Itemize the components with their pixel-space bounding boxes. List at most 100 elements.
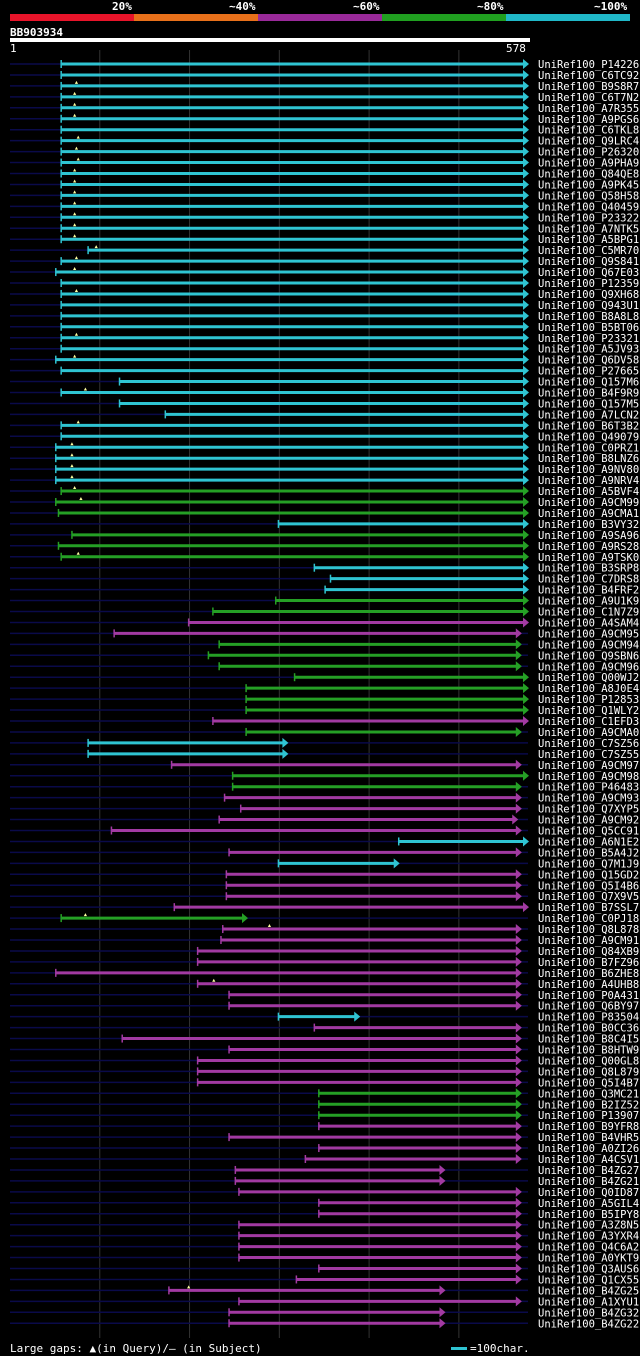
- hit-label: UniRef100_Q9LRC4: [538, 136, 639, 148]
- hit-label: UniRef100_A9CM98: [538, 771, 639, 783]
- hit-label: UniRef100_A4UHB8: [538, 979, 639, 991]
- query-gap-marker: [74, 146, 79, 150]
- query-gap-marker: [73, 168, 77, 172]
- hit-label: UniRef100_A9CMA0: [538, 727, 639, 739]
- hit-label: UniRef100_Q4C6A2: [538, 1242, 639, 1254]
- hit-label: UniRef100_A7R355: [538, 103, 639, 115]
- hit-end-arrow: [523, 551, 529, 562]
- hit-label: UniRef100_C1N7Z9: [538, 607, 639, 619]
- hit-label: UniRef100_B8HTW9: [538, 1045, 639, 1057]
- hit-label: UniRef100_Q00WJ2: [538, 672, 639, 684]
- hit-end-arrow: [515, 1132, 522, 1143]
- hit-end-arrow: [515, 1022, 522, 1033]
- hit-end-arrow: [515, 1033, 522, 1044]
- hit-label: UniRef100_C7DRS8: [538, 574, 639, 586]
- hit-end-arrow: [523, 529, 529, 540]
- hit-end-arrow: [523, 409, 529, 420]
- query-gap-marker: [212, 978, 216, 982]
- hit-end-arrow: [515, 945, 522, 956]
- hit-end-arrow: [515, 880, 522, 891]
- hit-end-arrow: [515, 935, 522, 945]
- hit-label: UniRef100_Q8L878: [538, 924, 639, 936]
- hit-end-arrow: [515, 1197, 522, 1208]
- hit-label: UniRef100_B5A4J2: [538, 847, 639, 859]
- hit-end-arrow: [523, 716, 529, 726]
- query-gap-marker: [76, 157, 80, 161]
- hit-label: UniRef100_A1XYU1: [538, 1296, 639, 1308]
- hit-end-arrow: [515, 1154, 522, 1164]
- hit-label: UniRef100_A5BPG1: [538, 234, 639, 246]
- hit-end-arrow: [523, 705, 529, 716]
- hit-end-arrow: [515, 978, 522, 989]
- hit-end-arrow: [523, 223, 529, 234]
- hit-end-arrow: [523, 179, 529, 190]
- hit-label: UniRef100_Q40459: [538, 201, 639, 213]
- hit-end-arrow: [523, 157, 529, 168]
- hit-label: UniRef100_A9PHA9: [538, 158, 639, 170]
- hit-label: UniRef100_Q5CC91: [538, 826, 639, 838]
- hit-end-arrow: [515, 1252, 522, 1263]
- hit-end-arrow: [523, 278, 529, 288]
- hit-label: UniRef100_C0PJ18: [538, 913, 639, 925]
- hit-end-arrow: [515, 792, 522, 803]
- query-gap-marker: [70, 453, 74, 457]
- hit-end-arrow: [515, 1110, 522, 1121]
- hit-label: UniRef100_A5JV93: [538, 344, 639, 356]
- hit-label: UniRef100_A3YXR4: [538, 1231, 639, 1243]
- hit-label: UniRef100_B9S8R7: [538, 81, 639, 93]
- hit-label: UniRef100_Q00GL8: [538, 1055, 639, 1067]
- hit-label: UniRef100_Q15GD2: [538, 869, 639, 881]
- hit-label: UniRef100_Q0ID87: [538, 1187, 639, 1199]
- hit-end-arrow: [515, 967, 522, 978]
- query-gap-marker: [76, 135, 80, 139]
- hit-label: UniRef100_B7FZ96: [538, 957, 639, 969]
- hit-end-arrow: [523, 431, 529, 442]
- hit-end-arrow: [515, 1000, 522, 1011]
- scale-segment-60: [258, 14, 382, 21]
- hit-label: UniRef100_A9CM97: [538, 760, 639, 772]
- query-gap-marker: [70, 442, 74, 446]
- scale-bar-swatch: [451, 1347, 467, 1350]
- query-gap-marker: [187, 1285, 191, 1289]
- hit-label: UniRef100_Q7XYP5: [538, 804, 639, 816]
- hit-label: UniRef100_C1EFD3: [538, 716, 639, 728]
- hit-end-arrow: [523, 442, 529, 453]
- hit-label: UniRef100_C0PRZ1: [538, 442, 639, 454]
- hit-end-arrow: [523, 453, 529, 464]
- hit-label: UniRef100_Q1WLY2: [538, 705, 639, 717]
- hit-end-arrow: [523, 245, 529, 256]
- query-bar: [10, 38, 530, 42]
- hit-end-arrow: [523, 497, 529, 507]
- hit-label: UniRef100_B4FRF2: [538, 585, 639, 597]
- hit-label: UniRef100_A9CM95: [538, 628, 639, 640]
- hit-end-arrow: [515, 781, 522, 792]
- hit-end-arrow: [439, 1318, 446, 1329]
- hit-end-arrow: [515, 1044, 522, 1055]
- hit-label: UniRef100_Q3MC21: [538, 1088, 639, 1100]
- hit-label: UniRef100_B6ZHE8: [538, 968, 639, 980]
- hit-end-arrow: [523, 201, 529, 212]
- query-gap-marker: [73, 267, 77, 271]
- hit-label: UniRef100_B4ZG27: [538, 1165, 639, 1177]
- query-id: BB903934: [10, 26, 63, 39]
- query-gap-marker: [74, 256, 79, 260]
- hit-label: UniRef100_C5MR70: [538, 245, 639, 257]
- query-gap-marker: [74, 80, 79, 84]
- scale-segment-20: [10, 14, 134, 21]
- hit-end-arrow: [515, 1121, 522, 1132]
- query-gap-marker: [83, 387, 88, 391]
- hit-label: UniRef100_B0CC36: [538, 1023, 639, 1035]
- hit-end-arrow: [523, 694, 529, 705]
- hit-label: UniRef100_P23321: [538, 333, 639, 345]
- query-gap-marker: [74, 332, 79, 336]
- hit-end-arrow: [523, 91, 529, 102]
- hit-end-arrow: [523, 562, 529, 573]
- hit-label: UniRef100_A5BVF4: [538, 486, 639, 498]
- hit-label: UniRef100_P23322: [538, 212, 639, 224]
- hit-label: UniRef100_B4ZG25: [538, 1285, 639, 1297]
- hit-end-arrow: [523, 540, 529, 551]
- hit-label: UniRef100_B3VY32: [538, 519, 639, 531]
- hit-label: UniRef100_B3SRP8: [538, 563, 639, 575]
- hit-label: UniRef100_B5BT06: [538, 322, 639, 334]
